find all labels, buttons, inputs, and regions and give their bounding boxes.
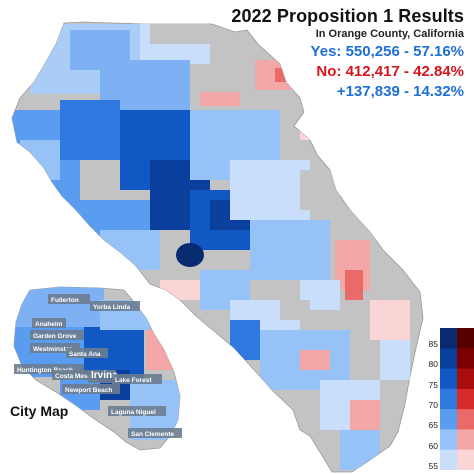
city-badge xyxy=(52,370,98,380)
no-result: No: 412,417 - 42.84% xyxy=(316,63,464,80)
legend-swatch-yes xyxy=(440,409,457,430)
city-label: San Clemente xyxy=(131,431,174,438)
city-badge xyxy=(66,348,108,358)
city-badge xyxy=(128,428,182,438)
city-label: Yorba Linda xyxy=(93,304,130,311)
legend-tick: 80 xyxy=(428,359,438,370)
city-badge xyxy=(108,406,166,416)
city-label: Fullerton xyxy=(51,297,79,304)
title-block: 2022 Proposition 1 Results In Orange Cou… xyxy=(231,6,464,100)
city-label: Newport Beach xyxy=(65,387,112,394)
yes-result: Yes: 550,256 - 57.16% xyxy=(310,43,464,60)
city-badge xyxy=(30,343,80,353)
city-label: Lake Forest xyxy=(115,377,152,384)
city-badge xyxy=(62,384,120,394)
legend-tick: 55 xyxy=(428,460,438,471)
legend-swatch-no xyxy=(457,348,474,370)
city-label: Santa Ana xyxy=(69,351,101,358)
legend-tick: 75 xyxy=(428,379,438,390)
city-badge xyxy=(48,294,90,304)
legend-swatch-yes xyxy=(440,429,457,451)
legend-swatch-no xyxy=(457,429,474,451)
city-label: Westminster xyxy=(33,346,72,353)
city-badge xyxy=(112,374,162,384)
legend-swatch-yes xyxy=(440,348,457,370)
city-label: Irvine xyxy=(91,370,118,381)
city-label: Anaheim xyxy=(35,321,63,328)
margin-result: +137,839 - 14.32% xyxy=(336,83,464,100)
city-label: Garden Grove xyxy=(33,333,77,340)
city-label: Costa Mesa xyxy=(55,373,92,380)
legend-swatch-no xyxy=(457,449,474,470)
city-badge xyxy=(32,318,66,328)
city-badge xyxy=(14,364,84,374)
legend-tick: 85 xyxy=(428,339,438,350)
legend-swatch-yes xyxy=(440,449,457,470)
city-labels: Fullerton Yorba Linda Anaheim Garden Grove W… xyxy=(14,294,182,438)
map-title: 2022 Proposition 1 Results xyxy=(231,6,464,26)
legend-swatch-no xyxy=(457,388,474,410)
city-badge xyxy=(90,301,140,311)
legend-tick: 65 xyxy=(428,420,438,431)
city-label: Huntington Beach xyxy=(17,367,73,374)
legend-tick: 70 xyxy=(428,400,438,410)
legend-swatch-no xyxy=(457,368,474,390)
legend-tick: 60 xyxy=(428,440,438,451)
legend-swatch-yes xyxy=(440,388,457,410)
legend-swatch-yes xyxy=(440,328,457,349)
map-subtitle: In Orange County, California xyxy=(315,28,464,40)
legend-swatch-yes xyxy=(440,368,457,390)
city-badge xyxy=(88,370,116,383)
legend-swatch-no xyxy=(457,409,474,430)
inset-title: City Map xyxy=(10,403,69,419)
city-badge xyxy=(30,330,84,340)
legend-swatch-no xyxy=(457,328,474,349)
color-legend xyxy=(440,328,474,470)
city-label: Laguna Niguel xyxy=(111,409,156,416)
